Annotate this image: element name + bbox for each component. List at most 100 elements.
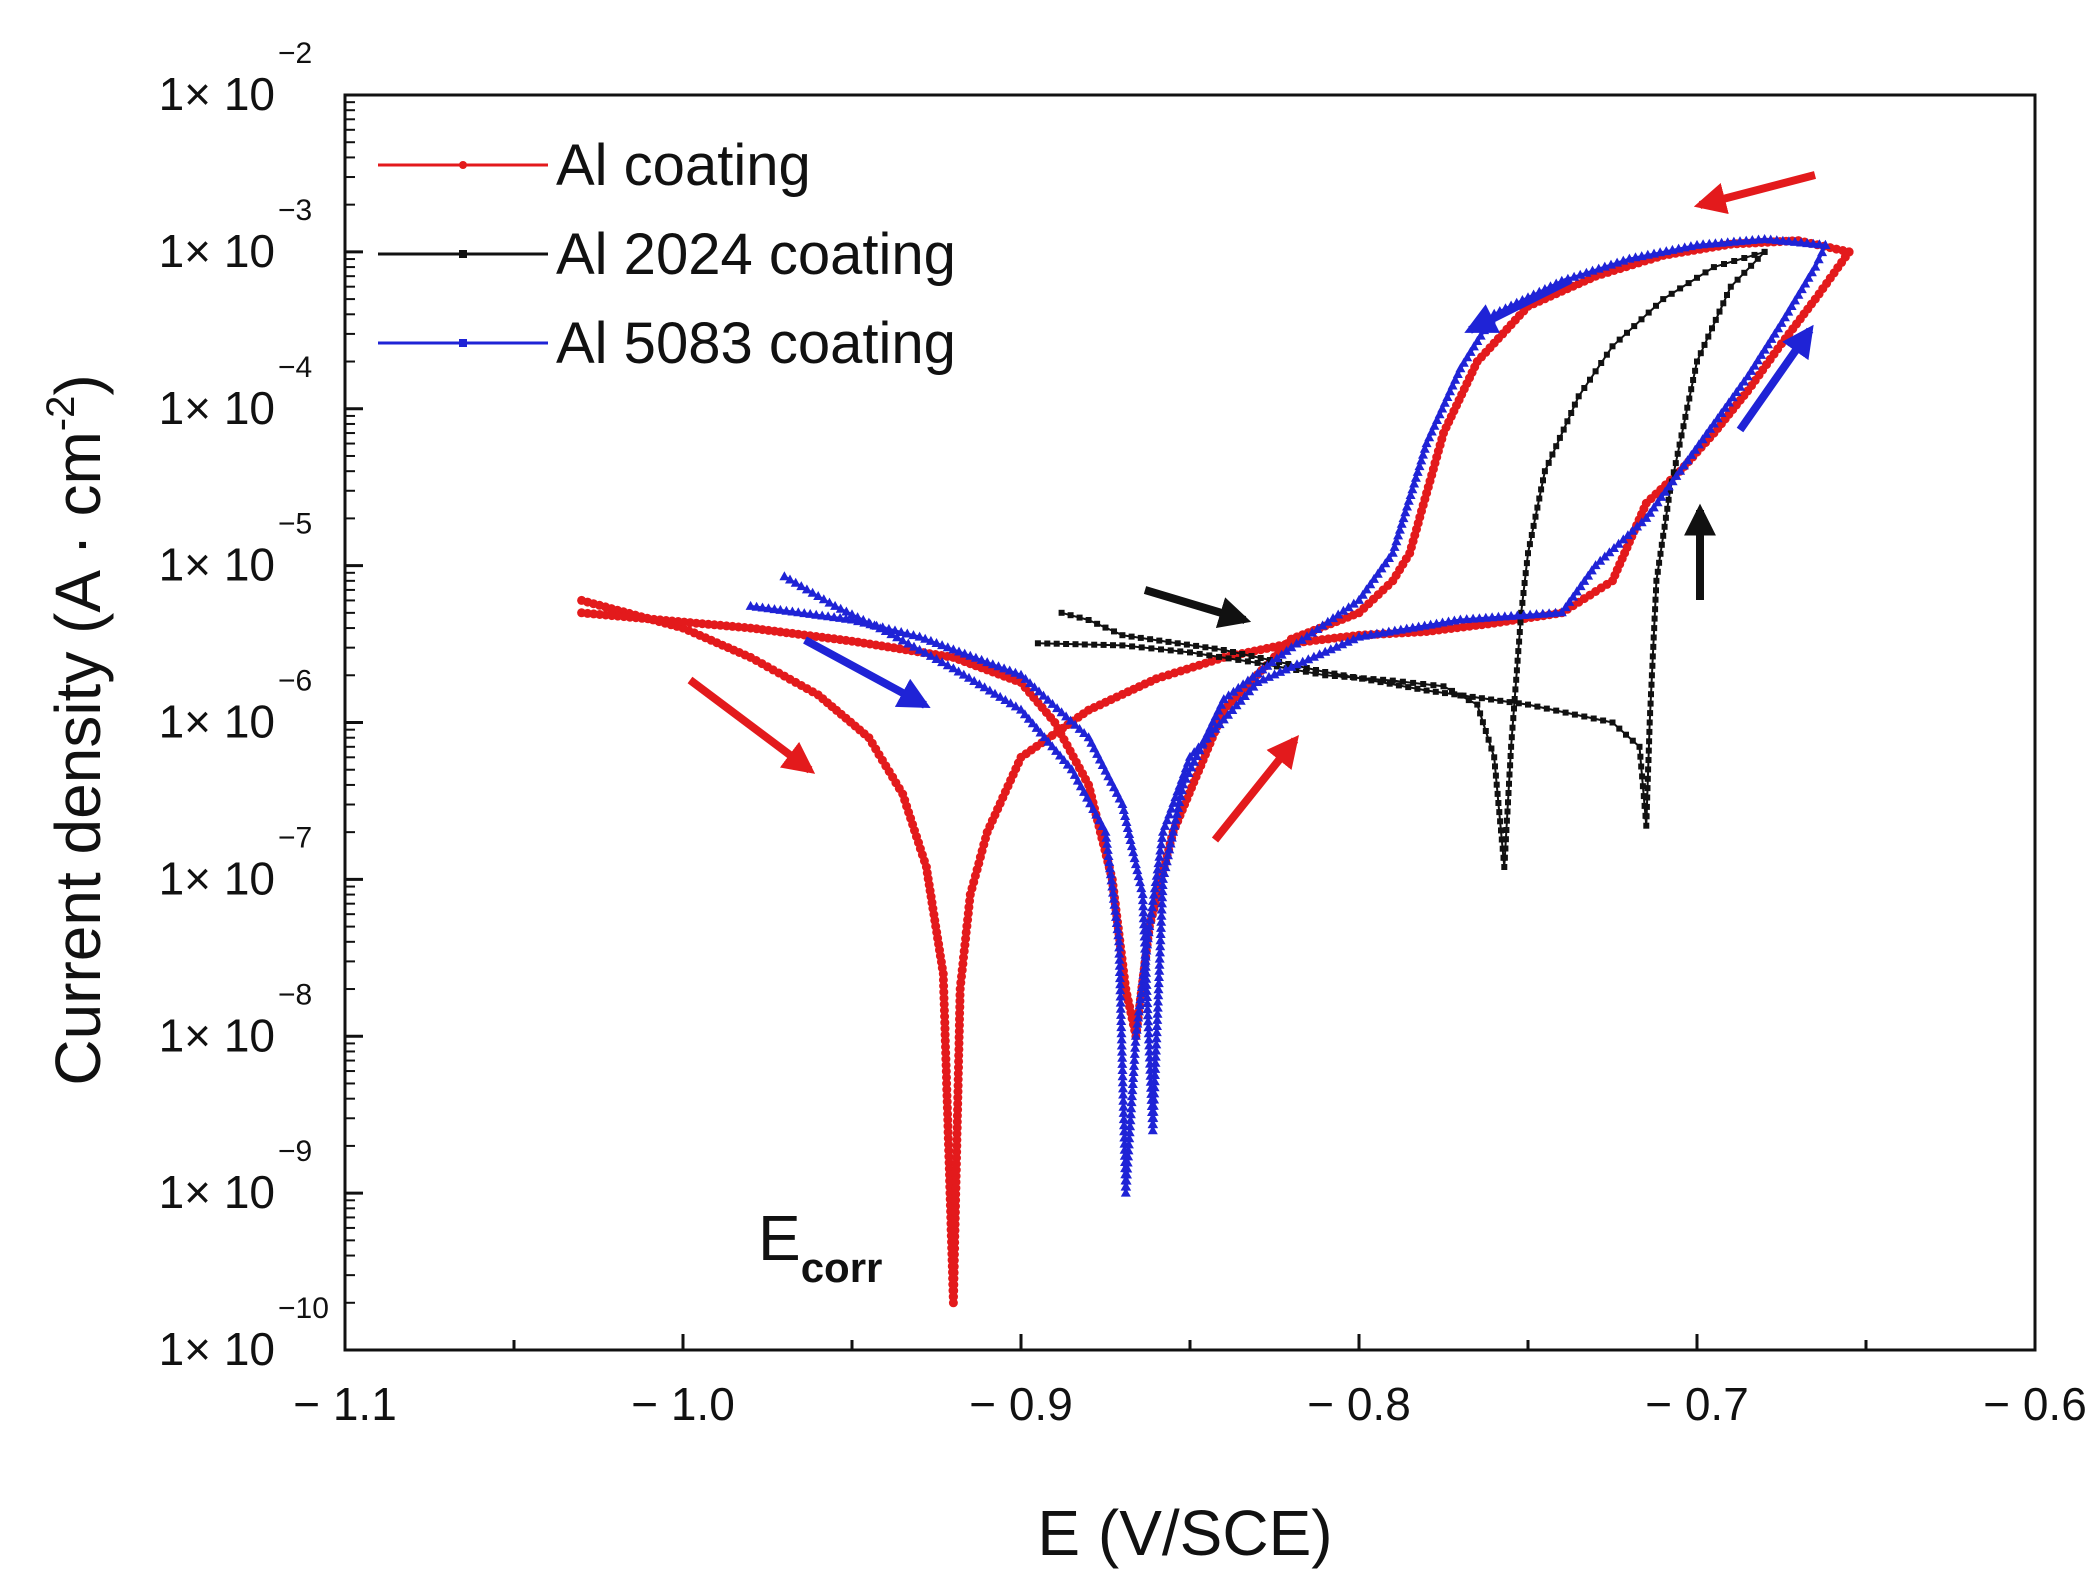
data-point [948, 663, 959, 673]
data-point [1493, 781, 1500, 788]
data-point [1238, 679, 1249, 689]
y-tick-exponent: −6 [278, 665, 312, 698]
data-point [1214, 719, 1225, 729]
data-point [1751, 251, 1758, 258]
data-point [1369, 573, 1379, 583]
data-point [1117, 1058, 1128, 1068]
data-point [1269, 669, 1280, 679]
y-tick-exponent: −8 [278, 978, 312, 1011]
data-point [1504, 808, 1511, 815]
data-point [1137, 634, 1144, 641]
data-point [1682, 413, 1689, 420]
data-point [1418, 449, 1428, 459]
data-point [1641, 802, 1648, 809]
data-point [1753, 234, 1764, 244]
data-point [1394, 524, 1405, 534]
data-point [1716, 408, 1727, 417]
data-point [1503, 827, 1510, 833]
data-point [1281, 645, 1292, 655]
y-tick-mantissa: 1× 10 [159, 852, 275, 904]
data-point [1598, 360, 1605, 366]
data-point [1616, 725, 1623, 732]
data-point [1140, 961, 1151, 971]
data-point [1348, 634, 1359, 644]
data-point [1058, 755, 1069, 764]
data-point [779, 571, 790, 581]
arrow-red-anodic [1211, 735, 1299, 843]
data-point [1248, 653, 1255, 659]
data-point [1103, 851, 1114, 860]
data-point [1738, 376, 1749, 386]
data-point [1647, 700, 1654, 707]
data-point [1102, 844, 1113, 854]
plot-frame [343, 93, 2037, 1352]
data-point [1496, 809, 1503, 816]
data-point [1571, 401, 1578, 408]
data-point [1623, 731, 1629, 738]
data-point [1693, 439, 1704, 449]
data-point [1698, 239, 1709, 249]
data-point [1155, 947, 1165, 957]
data-point [1103, 771, 1114, 781]
data-point [1372, 568, 1383, 578]
data-point [1506, 699, 1513, 706]
data-point [1276, 649, 1287, 659]
data-point [1122, 1157, 1133, 1167]
data-point [964, 672, 974, 682]
data-point [1728, 236, 1739, 246]
direction-arrows [687, 171, 1817, 843]
data-point [1167, 647, 1174, 654]
data-point [1469, 693, 1476, 700]
data-point [1128, 1073, 1139, 1082]
data-point [1158, 826, 1168, 836]
data-point [1704, 238, 1715, 248]
data-point [1419, 443, 1430, 453]
data-point [1644, 794, 1651, 801]
data-point [1263, 671, 1274, 681]
data-point [1646, 738, 1653, 745]
data-point [1645, 766, 1652, 773]
data-point [1709, 325, 1715, 332]
data-point [1325, 644, 1336, 654]
data-point [1118, 1083, 1128, 1093]
data-point [1575, 269, 1586, 279]
data-point [1100, 765, 1111, 775]
data-point [1541, 468, 1548, 475]
data-point [1654, 568, 1661, 575]
data-point [1667, 487, 1673, 494]
data-point [1178, 779, 1189, 789]
y-tick-exponent: −4 [278, 351, 312, 384]
data-point [1485, 736, 1492, 743]
data-point [1108, 893, 1119, 903]
data-point [1106, 875, 1117, 885]
data-point [1146, 908, 1157, 918]
data-point [1328, 613, 1338, 623]
data-point [1129, 1054, 1140, 1064]
data-point [1010, 701, 1021, 711]
data-point [1652, 606, 1659, 613]
data-point [1516, 629, 1523, 635]
data-point [1492, 763, 1498, 770]
y-tick-exponent: −3 [278, 194, 312, 227]
data-point [1133, 871, 1144, 881]
data-point [1223, 709, 1233, 719]
data-point [1247, 671, 1258, 681]
data-point [1047, 741, 1058, 751]
data-point [1389, 677, 1396, 684]
data-point [1114, 793, 1125, 803]
data-point [1102, 838, 1112, 848]
data-point [1128, 847, 1139, 857]
data-point [1169, 820, 1180, 830]
data-point [1361, 584, 1372, 594]
data-point [1817, 247, 1828, 257]
data-point [1104, 857, 1115, 867]
data-point [1414, 685, 1421, 692]
data-point [1710, 264, 1717, 271]
data-point [1154, 851, 1165, 861]
data-point [1141, 967, 1152, 977]
data-point [1790, 295, 1800, 305]
data-point [1019, 709, 1030, 719]
data-point [1137, 889, 1148, 899]
data-point [1530, 522, 1537, 529]
data-point [1727, 392, 1738, 402]
